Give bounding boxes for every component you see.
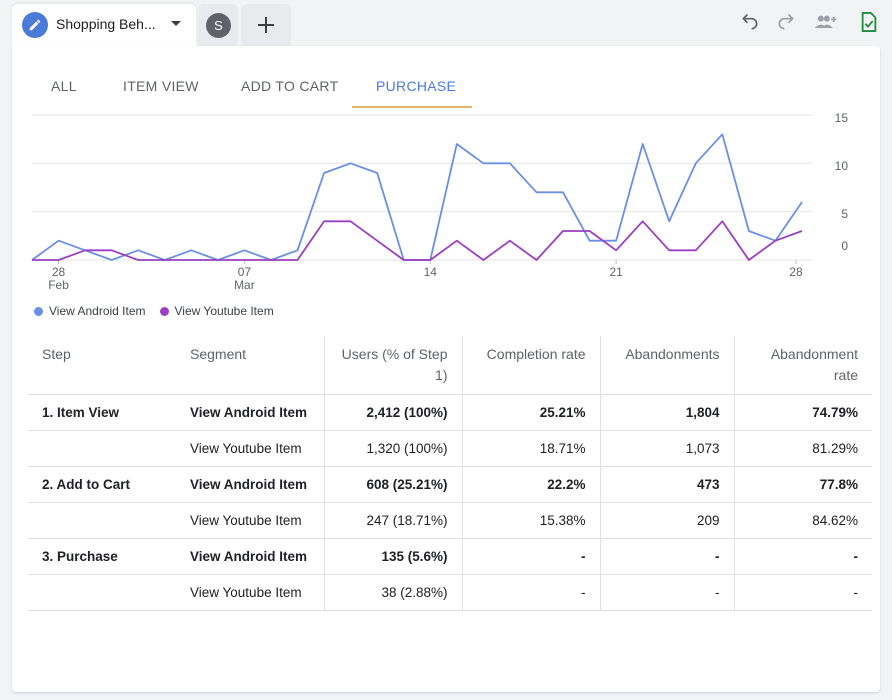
cell-segment: View Android Item: [176, 466, 324, 503]
x-tick-month-label: Mar: [234, 278, 255, 292]
tab-shopping-behavior[interactable]: Shopping Beh...: [12, 4, 196, 46]
legend-label-android: View Android Item: [49, 304, 146, 318]
table-row: View Youtube Item 1,320 (100%) 18.71% 1,073…: [28, 430, 872, 467]
cell-abandonment-rate: 74.79%: [733, 394, 872, 431]
legend-item-youtube[interactable]: View Youtube Item: [159, 304, 274, 318]
col-header-segment[interactable]: Segment: [176, 336, 324, 395]
y-tick-label: 10: [835, 159, 849, 173]
y-tick-label: 15: [835, 111, 849, 125]
col-header-step[interactable]: Step: [28, 336, 176, 395]
x-tick-month-label: Feb: [48, 278, 69, 292]
cell-completion-rate: 22.2%: [461, 466, 600, 503]
cell-segment: View Youtube Item: [176, 574, 324, 611]
x-tick-label: 28: [789, 265, 803, 279]
cell-abandonment-rate: 77.8%: [733, 466, 872, 503]
x-tick-label: 21: [609, 265, 623, 279]
legend-label-youtube: View Youtube Item: [174, 304, 274, 318]
cell-abandonment-rate: 84.62%: [733, 502, 872, 539]
cell-users: 608 (25.21%): [323, 466, 462, 503]
col-header-abandonments[interactable]: Abandonments: [599, 336, 734, 395]
cell-abandonments: 1,073: [599, 430, 734, 467]
series-line-android[interactable]: [31, 133, 803, 261]
legend-dot-android: [34, 306, 43, 316]
table-header-row: Step Segment Users (% of Step 1) Complet…: [28, 336, 872, 395]
table-row: 2. Add to Cart View Android Item 608 (25.2…: [28, 466, 872, 503]
table-row: 1. Item View View Android Item 2,412 (100%…: [28, 394, 872, 431]
table-row: View Youtube Item 38 (2.88%) - - -: [28, 574, 872, 611]
cell-abandonment-rate: -: [733, 538, 872, 575]
tab-add-to-cart[interactable]: ADD TO CART: [241, 78, 339, 94]
add-tab-button[interactable]: [241, 4, 291, 46]
col-header-abandonment-rate[interactable]: Abandonment rate: [733, 336, 872, 395]
funnel-table: Step Segment Users (% of Step 1) Complet…: [28, 336, 872, 611]
cell-users: 135 (5.6%): [323, 538, 462, 575]
tab-item-view[interactable]: ITEM VIEW: [123, 78, 199, 94]
x-tick-label: 07: [238, 265, 252, 279]
table-row: View Youtube Item 247 (18.71%) 15.38% 209 84…: [28, 502, 872, 539]
save-document-icon: [861, 12, 877, 32]
cell-completion-rate: 25.21%: [461, 394, 600, 431]
cell-segment: View Youtube Item: [176, 430, 324, 467]
share-users-icon: [814, 15, 837, 28]
cell-step: [28, 430, 176, 467]
redo-icon: [778, 13, 794, 30]
chevron-down-icon[interactable]: [168, 16, 184, 32]
cell-abandonments: -: [599, 538, 734, 575]
cell-step: [28, 502, 176, 539]
save-button[interactable]: [857, 10, 881, 34]
y-tick-label: 5: [841, 207, 848, 221]
cell-abandonment-rate: -: [733, 574, 872, 611]
cell-users: 2,412 (100%): [323, 394, 462, 431]
cell-segment: View Android Item: [176, 394, 324, 431]
undo-button[interactable]: [738, 10, 762, 34]
col-header-completion-rate[interactable]: Completion rate: [461, 336, 600, 395]
avatar: S: [206, 13, 231, 38]
cell-abandonments: 1,804: [599, 394, 734, 431]
undo-icon: [742, 13, 758, 30]
cell-users: 247 (18.71%): [323, 502, 462, 539]
cell-abandonments: 473: [599, 466, 734, 503]
legend-dot-youtube: [159, 306, 169, 316]
tab-strip: Shopping Beh... S: [0, 0, 892, 48]
col-header-users[interactable]: Users (% of Step 1): [323, 336, 462, 395]
cell-segment: View Youtube Item: [176, 502, 324, 539]
cell-abandonments: 209: [599, 502, 734, 539]
cell-segment: View Android Item: [176, 538, 324, 575]
tab-segment-s[interactable]: S: [198, 4, 238, 46]
cell-users: 1,320 (100%): [323, 430, 462, 467]
cell-step: 3. Purchase: [28, 538, 176, 575]
x-tick-label: 28: [52, 265, 66, 279]
cell-completion-rate: -: [461, 538, 600, 575]
cell-completion-rate: -: [461, 574, 600, 611]
legend-item-android[interactable]: View Android Item: [34, 304, 146, 318]
active-tab-indicator: [352, 106, 472, 108]
cell-abandonments: -: [599, 574, 734, 611]
tab-title: Shopping Beh...: [56, 16, 156, 32]
tab-purchase[interactable]: PURCHASE: [376, 78, 457, 94]
cell-completion-rate: 15.38%: [461, 502, 600, 539]
series-line-youtube[interactable]: [32, 220, 803, 261]
chart-legend: View Android Item View Youtube Item: [34, 304, 274, 318]
cell-users: 38 (2.88%): [323, 574, 462, 611]
cell-step: [28, 574, 176, 611]
cell-step: 2. Add to Cart: [28, 466, 176, 503]
exploration-card: ALL ITEM VIEW ADD TO CART PURCHASE 15 10 5…: [12, 46, 880, 692]
cell-abandonment-rate: 81.29%: [733, 430, 872, 467]
pencil-icon[interactable]: [22, 12, 48, 38]
tab-all[interactable]: ALL: [51, 78, 77, 94]
redo-button[interactable]: [774, 10, 798, 34]
share-button[interactable]: [814, 10, 838, 34]
cell-step: 1. Item View: [28, 394, 176, 431]
y-tick-label: 0: [841, 239, 848, 253]
cell-completion-rate: 18.71%: [461, 430, 600, 467]
table-row: 3. Purchase View Android Item 135 (5.6%) - -…: [28, 538, 872, 575]
x-tick-label: 14: [424, 265, 438, 279]
plus-icon: [258, 17, 274, 33]
